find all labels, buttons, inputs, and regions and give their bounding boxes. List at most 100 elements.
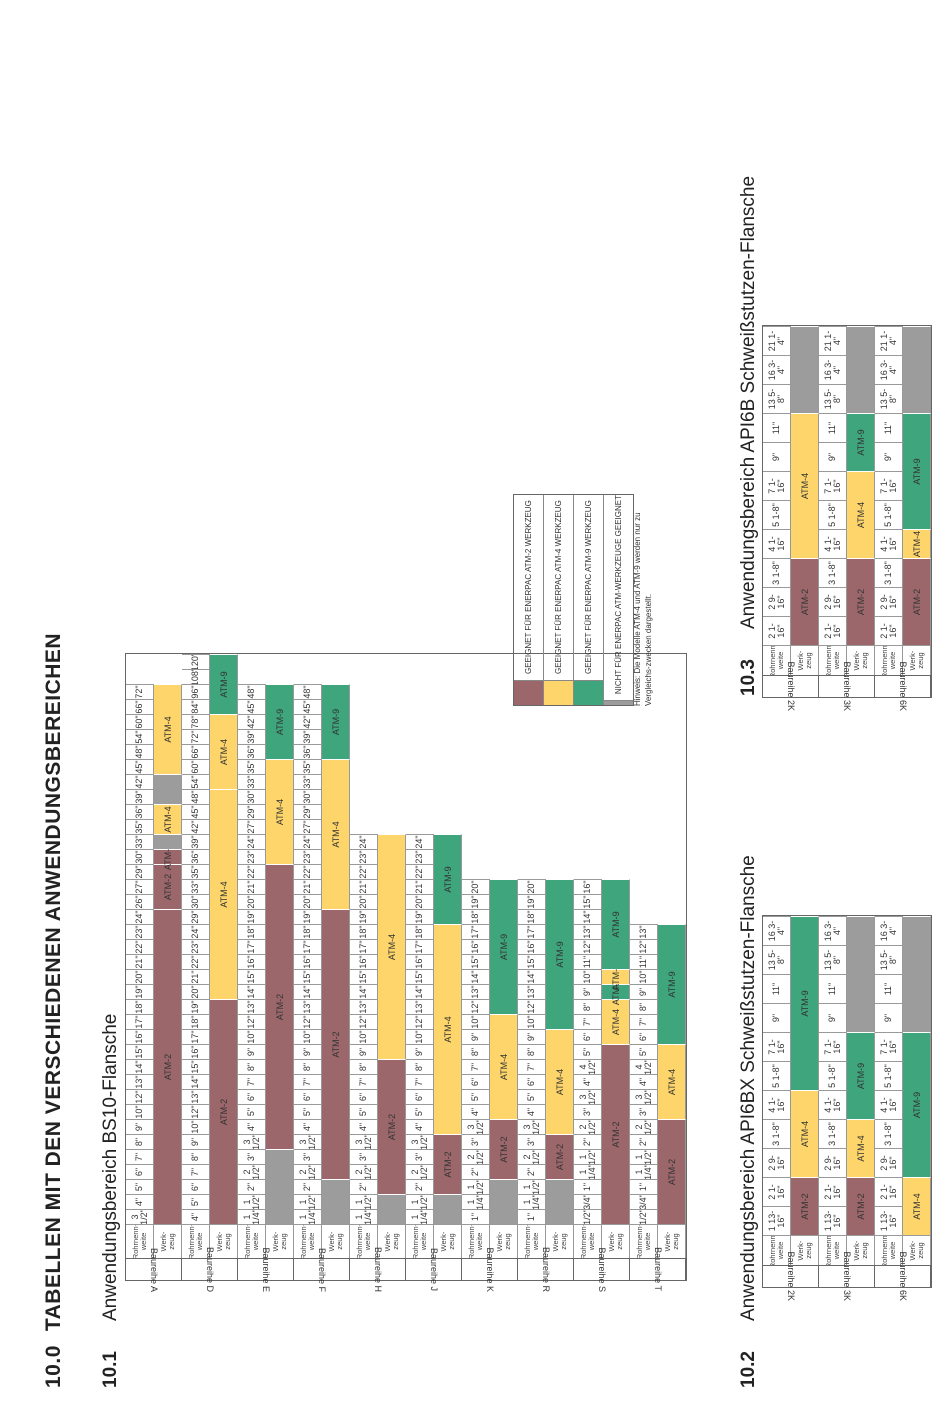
table-bs10: Baureihe A Rohrnenn- weite Werk- zeug 3 1/2… <box>125 653 687 1292</box>
size-cell: 13" <box>294 999 322 1014</box>
size-cell: 3 1-8" <box>875 558 903 587</box>
size-cell: 3 1/2" <box>126 1209 154 1224</box>
size-cell: 39" <box>294 729 322 744</box>
tool-bar <box>154 774 182 804</box>
size-cell: 2" <box>462 1164 490 1179</box>
tool-bar: ATM-4 <box>602 964 630 990</box>
size-cell: 54" <box>126 729 154 744</box>
size-cell: 12" <box>294 1014 322 1029</box>
size-cell: 7 1-16" <box>819 1032 847 1061</box>
series-name: Baureihe 6K <box>897 661 908 712</box>
legend-swatch <box>574 680 603 705</box>
size-cell: 17" <box>182 1029 210 1044</box>
tool-bar: ATM-4 <box>210 789 238 999</box>
size-cell: 4" <box>294 1119 322 1134</box>
legend-item: NICHT FÜR ENERPAC ATM-WERKZEUGE GEEIGNET <box>604 495 633 705</box>
size-cell: 15" <box>406 969 434 984</box>
size-cell: 7" <box>350 1074 378 1089</box>
size-cell: 18" <box>182 1014 210 1029</box>
tool-bar: ATM-9 <box>847 1032 875 1119</box>
size-cell: 1" <box>574 1179 602 1194</box>
series-label: Baureihe 2K <box>763 662 819 711</box>
size-cell: 22" <box>406 864 434 879</box>
size-cell: 16" <box>574 879 602 894</box>
size-cell: 9" <box>763 1003 791 1032</box>
size-cell: 1 1/4" <box>350 1209 378 1224</box>
size-cell: 96" <box>182 684 210 699</box>
size-cell: 4 1/2" <box>630 1059 658 1074</box>
size-cell: 4" <box>630 1074 658 1089</box>
legend-item: GEEIGNET FÜR ENERPAC ATM-9 WERKZEUG <box>574 495 604 705</box>
size-cell: 2 9-16" <box>875 1148 903 1177</box>
size-cell: 21" <box>406 879 434 894</box>
size-cell: 4 1/2" <box>574 1059 602 1074</box>
size-cell: 18" <box>350 924 378 939</box>
size-cell: 1 13-16" <box>875 1206 903 1235</box>
size-cell: 3 1/2" <box>294 1134 322 1149</box>
legend-note: Hinweis: Die Modelle ATM-4 und ATM-9 wer… <box>633 512 653 706</box>
size-cell: 45" <box>238 699 266 714</box>
size-cell: 2 1/2" <box>406 1164 434 1179</box>
size-cell: 4" <box>574 1074 602 1089</box>
size-cell: 16 3-4" <box>763 355 791 384</box>
size-cell: 30" <box>182 894 210 909</box>
size-cell: 16" <box>462 939 490 954</box>
size-cell: 21 1-4" <box>763 326 791 355</box>
size-cell: 36" <box>126 804 154 819</box>
size-cell: 8" <box>574 999 602 1014</box>
size-cell: 66" <box>126 699 154 714</box>
size-cell: 3 1/2" <box>350 1134 378 1149</box>
size-cell: 16 3-4" <box>819 355 847 384</box>
series-name: Baureihe F <box>316 1247 327 1292</box>
size-cell: 18" <box>518 909 546 924</box>
size-cell: 17" <box>126 1014 154 1029</box>
size-cell: 2 1-16" <box>763 616 791 645</box>
size-cell: 13" <box>574 924 602 939</box>
size-cell: 2 9-16" <box>819 587 847 616</box>
tool-bar: ATM-4 <box>154 684 182 774</box>
size-cell: 21" <box>238 879 266 894</box>
size-cell: 4" <box>182 1209 210 1224</box>
tool-bar: ATM-2 <box>791 1177 819 1235</box>
size-cell: 48" <box>238 684 266 699</box>
size-cell: 2" <box>406 1179 434 1194</box>
size-cell: 5 1-8" <box>875 500 903 529</box>
size-cell: 8" <box>350 1059 378 1074</box>
series-name: Baureihe A <box>148 1247 159 1292</box>
size-cell: 2" <box>630 1134 658 1149</box>
size-cell: 5" <box>238 1104 266 1119</box>
size-cell: 6" <box>574 1029 602 1044</box>
size-cell: 6" <box>350 1089 378 1104</box>
tool-bar: ATM-2 <box>602 1044 630 1224</box>
size-cell: 2 1/2" <box>238 1164 266 1179</box>
size-cell: 16 3-4" <box>875 916 903 945</box>
size-cell: 14" <box>406 984 434 999</box>
size-cell: 27" <box>294 819 322 834</box>
size-cell: 10" <box>126 1104 154 1119</box>
size-cell: 4 1-16" <box>763 1090 791 1119</box>
size-cell: 8" <box>126 1134 154 1149</box>
size-cell: 19" <box>350 909 378 924</box>
size-cell: 5" <box>630 1044 658 1059</box>
size-cell: 39" <box>126 789 154 804</box>
size-cell: 78" <box>182 714 210 729</box>
size-cell: 3" <box>462 1134 490 1149</box>
size-cell: 8" <box>518 1044 546 1059</box>
size-cell: 6" <box>294 1089 322 1104</box>
size-cell: 13" <box>238 999 266 1014</box>
size-cell: 12" <box>126 1089 154 1104</box>
size-cell: 14" <box>126 1059 154 1074</box>
size-cell: 22" <box>294 864 322 879</box>
size-cell: 9" <box>763 442 791 471</box>
size-cell: 24" <box>294 834 322 849</box>
size-cell: 29" <box>182 909 210 924</box>
size-cell: 6" <box>182 1179 210 1194</box>
size-cell: 2" <box>294 1179 322 1194</box>
size-cell: 36" <box>294 744 322 759</box>
size-cell: 21 1-4" <box>819 326 847 355</box>
size-cell: 18" <box>238 924 266 939</box>
size-cell: 2 1/2" <box>518 1149 546 1164</box>
series-name: Baureihe 3K <box>841 661 852 712</box>
size-cell: 12" <box>518 999 546 1014</box>
